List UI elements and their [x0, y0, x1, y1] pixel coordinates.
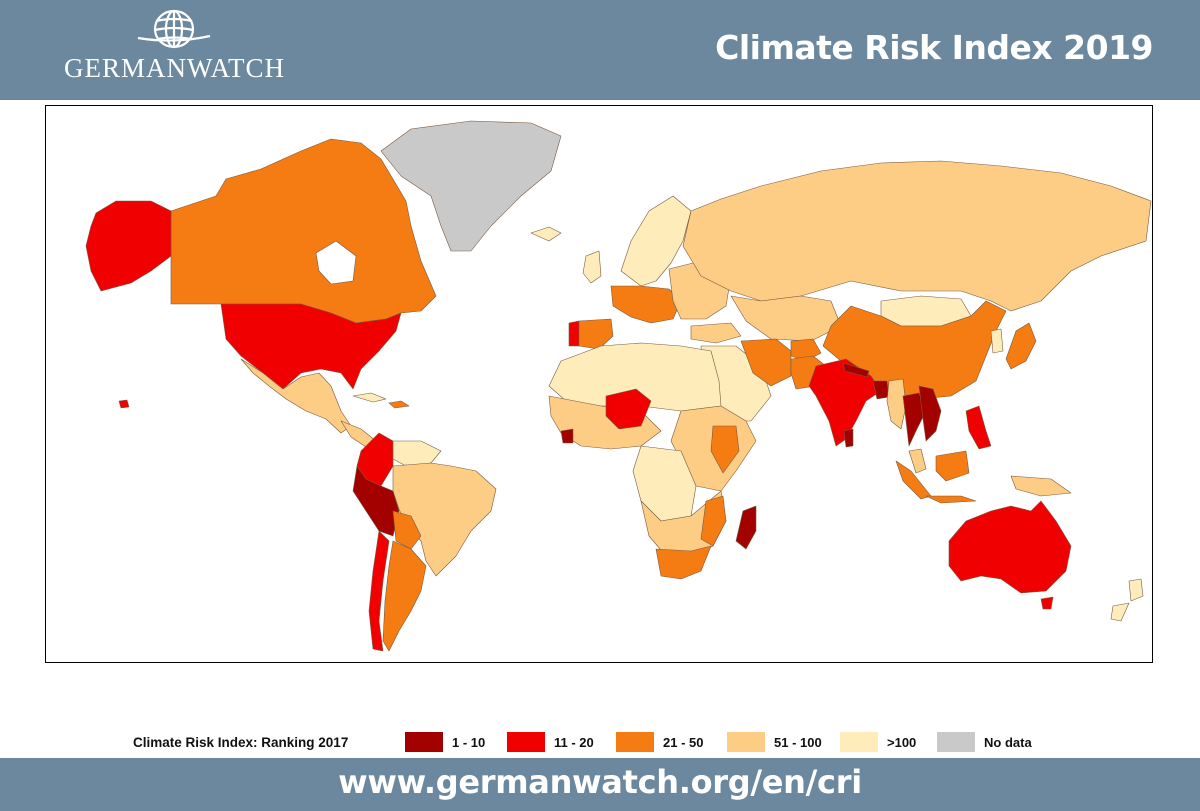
- map-region-bangladesh[interactable]: [872, 380, 890, 400]
- map-region-iran[interactable]: [740, 338, 792, 387]
- map-region-bolivia[interactable]: [392, 510, 422, 550]
- map-region-turkey[interactable]: [690, 322, 742, 344]
- map-region-vietnam[interactable]: [918, 385, 942, 442]
- map-region-tasmania[interactable]: [1040, 596, 1054, 610]
- map-region-indonesia-borneo[interactable]: [935, 450, 970, 482]
- map-region-sri-lanka[interactable]: [843, 428, 854, 448]
- map-region-mozambique[interactable]: [700, 495, 727, 547]
- legend-label: No data: [984, 735, 1032, 750]
- map-region-malaysia[interactable]: [908, 448, 927, 474]
- legend-swatch: [507, 732, 545, 752]
- map-region-sierra-leone[interactable]: [560, 428, 574, 444]
- map-region-uk[interactable]: [582, 250, 602, 284]
- globe-icon: [137, 9, 211, 49]
- map-region-chile[interactable]: [368, 530, 390, 652]
- map-region-new-guinea[interactable]: [1010, 475, 1072, 497]
- legend-label: 1 - 10: [452, 735, 486, 750]
- germanwatch-logo[interactable]: GERMANWATCH: [62, 8, 287, 92]
- map-region-portugal[interactable]: [568, 320, 580, 347]
- map-region-hispaniola[interactable]: [388, 400, 410, 409]
- map-region-madagascar[interactable]: [735, 505, 757, 550]
- map-region-hawaii[interactable]: [118, 399, 130, 409]
- map-region-new-zealand[interactable]: [1110, 578, 1144, 622]
- legend-swatch: [405, 732, 443, 752]
- legend-swatch: [616, 732, 654, 752]
- footer-bar: www.germanwatch.org/en/cri: [0, 758, 1200, 811]
- logo-wordmark: GERMANWATCH: [63, 53, 285, 83]
- map-region-cuba[interactable]: [352, 392, 387, 403]
- map-region-kazakhstan[interactable]: [730, 295, 842, 342]
- map-region-indonesia-java[interactable]: [925, 495, 977, 504]
- header-bar: GERMANWATCH Climate Risk Index 2019: [0, 0, 1200, 100]
- legend-swatch: [937, 732, 975, 752]
- map-region-russia[interactable]: [682, 160, 1152, 312]
- map-region-iceland[interactable]: [530, 226, 562, 242]
- map-region-alaska[interactable]: [85, 200, 172, 292]
- legend-label: 21 - 50: [663, 735, 704, 750]
- report-title: Climate Risk Index 2019: [715, 28, 1153, 67]
- map-region-spain[interactable]: [578, 318, 614, 350]
- map-legend: Climate Risk Index: Ranking 2017 1 - 10 …: [0, 727, 1200, 757]
- map-region-thailand[interactable]: [902, 392, 927, 447]
- legend-label: >100: [887, 735, 917, 750]
- map-region-niger[interactable]: [605, 388, 652, 430]
- footer-url-link[interactable]: www.germanwatch.org/en/cri: [338, 763, 862, 801]
- map-region-south-africa[interactable]: [655, 545, 712, 580]
- world-map: [45, 105, 1153, 663]
- map-region-indonesia-sumatra[interactable]: [895, 460, 932, 500]
- map-region-central-europe[interactable]: [610, 285, 682, 324]
- map-region-scandinavia[interactable]: [620, 195, 692, 287]
- map-water-hudson-bay: [315, 240, 357, 285]
- legend-label: 11 - 20: [554, 735, 594, 750]
- map-region-argentina[interactable]: [382, 540, 427, 652]
- map-region-nepal[interactable]: [842, 362, 870, 378]
- legend-label: 51 - 100: [774, 735, 822, 750]
- legend-swatch: [727, 732, 765, 752]
- map-region-venezuela[interactable]: [392, 440, 442, 467]
- map-region-korea[interactable]: [990, 328, 1004, 354]
- legend-swatch: [840, 732, 878, 752]
- map-region-japan[interactable]: [1005, 322, 1037, 370]
- map-region-myanmar[interactable]: [886, 378, 907, 430]
- map-region-australia[interactable]: [948, 500, 1072, 594]
- legend-title: Climate Risk Index: Ranking 2017: [133, 735, 349, 750]
- map-region-philippines[interactable]: [965, 405, 992, 450]
- map-region-united-states[interactable]: [220, 303, 402, 390]
- map-region-kenya[interactable]: [710, 425, 740, 474]
- map-region-greenland[interactable]: [380, 120, 562, 252]
- content-panel: Climate Risk Index: Ranking 2017 1 - 10 …: [0, 100, 1200, 758]
